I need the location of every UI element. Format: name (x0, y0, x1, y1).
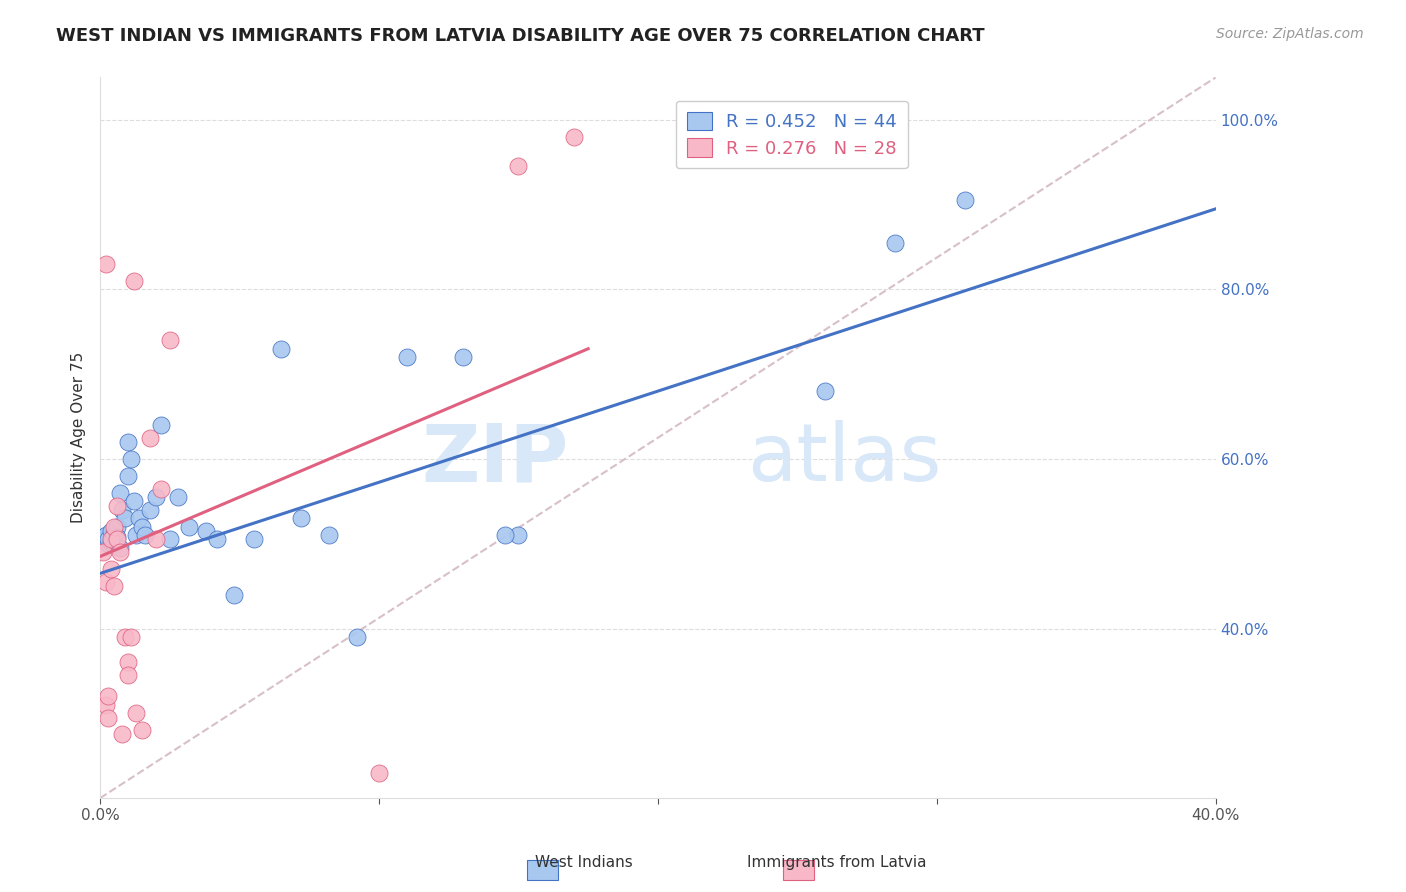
Point (494, 528, 516, 542)
Point (139, 431, 162, 445)
Text: Source: ZipAtlas.com: Source: ZipAtlas.com (1216, 27, 1364, 41)
Point (97, 710, 120, 724)
Point (508, 160, 530, 174)
Point (108, 541, 131, 555)
Point (94, 528, 117, 542)
Point (105, 530, 128, 544)
Point (97, 537, 120, 551)
Legend: R = 0.452   N = 44, R = 0.276   N = 28: R = 0.452 N = 44, R = 0.276 N = 28 (676, 101, 908, 169)
Point (94, 698, 117, 712)
Point (100, 535, 122, 549)
Point (179, 520, 201, 534)
Point (122, 274, 145, 288)
Point (270, 342, 292, 356)
Point (117, 656, 139, 670)
Point (97, 690, 120, 704)
Point (159, 533, 181, 547)
Point (125, 528, 148, 542)
Point (117, 435, 139, 450)
Point (131, 520, 153, 534)
Point (207, 533, 229, 547)
Point (145, 490, 167, 504)
Point (103, 579, 125, 593)
Point (953, 194, 976, 208)
Point (94, 257, 117, 271)
Point (562, 129, 585, 144)
Point (122, 494, 145, 508)
Point (111, 503, 134, 517)
Point (114, 630, 136, 644)
Point (103, 526, 125, 541)
Point (290, 511, 312, 525)
Point (131, 723, 153, 738)
Text: ZIP: ZIP (422, 420, 568, 499)
Point (814, 384, 837, 398)
Point (128, 511, 150, 525)
Point (195, 524, 218, 538)
Point (114, 511, 136, 525)
Text: West Indians: West Indians (534, 855, 633, 870)
Text: WEST INDIAN VS IMMIGRANTS FROM LATVIA DISABILITY AGE OVER 75 CORRELATION CHART: WEST INDIAN VS IMMIGRANTS FROM LATVIA DI… (56, 27, 984, 45)
Point (105, 533, 128, 547)
Point (346, 630, 368, 644)
Point (94, 533, 117, 547)
Point (508, 528, 530, 542)
Point (125, 706, 148, 721)
Point (134, 528, 156, 542)
Point (368, 765, 391, 780)
Point (395, 350, 418, 364)
Point (105, 499, 128, 513)
Point (117, 668, 139, 682)
Point (139, 503, 162, 517)
Point (94, 574, 117, 589)
Point (100, 524, 122, 538)
Point (100, 533, 122, 547)
Point (91, 530, 114, 544)
Text: Immigrants from Latvia: Immigrants from Latvia (747, 855, 927, 870)
Point (120, 452, 142, 467)
Point (150, 417, 173, 432)
Point (167, 490, 190, 504)
Point (111, 727, 134, 741)
Point (103, 520, 125, 534)
Text: atlas: atlas (747, 420, 942, 499)
Point (318, 528, 340, 542)
Point (242, 533, 264, 547)
Point (884, 235, 907, 250)
Point (117, 469, 139, 483)
Point (91, 545, 114, 559)
Point (97, 533, 120, 547)
Y-axis label: Disability Age Over 75: Disability Age Over 75 (72, 352, 86, 524)
Point (100, 562, 122, 576)
Point (108, 486, 131, 500)
Point (108, 545, 131, 559)
Point (105, 520, 128, 534)
Point (145, 533, 167, 547)
Point (120, 630, 142, 644)
Point (159, 333, 181, 347)
Point (451, 350, 474, 364)
Point (150, 482, 173, 496)
Point (222, 588, 245, 602)
Point (103, 538, 125, 552)
